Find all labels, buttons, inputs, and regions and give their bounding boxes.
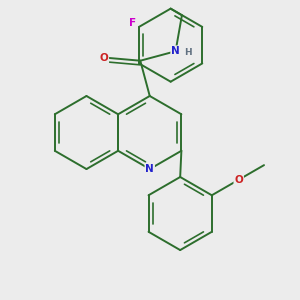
Text: H: H	[184, 48, 191, 57]
Text: N: N	[146, 164, 154, 174]
Text: O: O	[100, 52, 108, 62]
Text: N: N	[171, 46, 180, 56]
Text: O: O	[234, 175, 243, 185]
Text: F: F	[129, 18, 136, 28]
